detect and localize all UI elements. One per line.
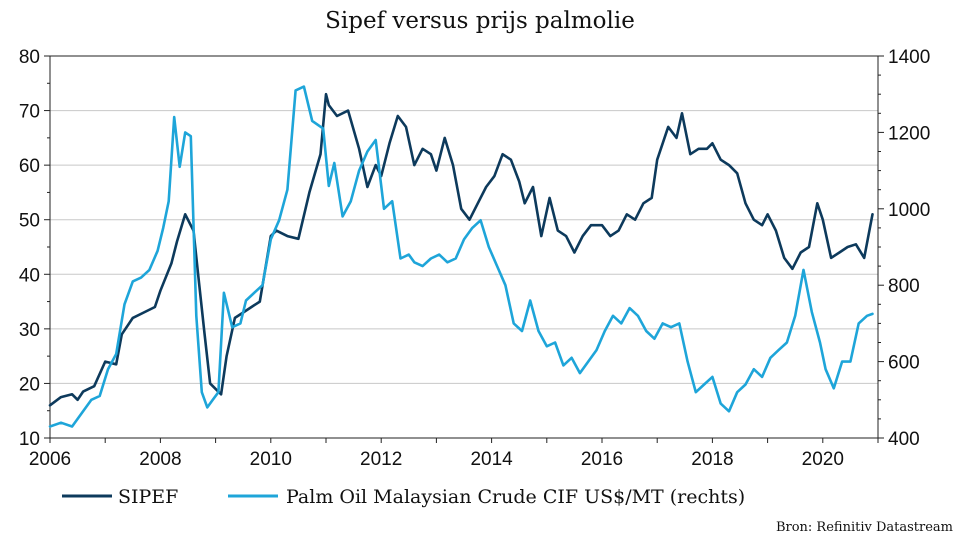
right-tick-label: 400 [888, 429, 920, 450]
x-axis-ticks: 2006 2008 2010 2012 2014 2016 2018 2020 [29, 438, 879, 470]
x-tick-label: 2010 [250, 449, 292, 470]
right-axis-ticks: 400 600 800 1000 1200 1400 [878, 47, 930, 450]
left-tick-label: 70 [19, 102, 40, 123]
left-tick-label: 40 [19, 265, 40, 286]
series-line-palm-oil [48, 85, 874, 428]
x-tick-label: 2018 [691, 449, 733, 470]
x-tick-label: 2016 [581, 449, 623, 470]
left-tick-label: 20 [19, 374, 40, 395]
series-layer [48, 85, 874, 428]
axes [49, 55, 879, 439]
legend-label-sipef: SIPEF [118, 486, 178, 508]
right-tick-label: 800 [888, 276, 920, 297]
x-tick-label: 2020 [802, 449, 844, 470]
source-note: Bron: Refinitiv Datastream [776, 520, 953, 535]
left-axis-ticks: 10 20 30 40 50 60 70 80 [19, 47, 50, 450]
x-tick-label: 2006 [29, 449, 71, 470]
right-tick-label: 600 [888, 353, 920, 374]
left-tick-label: 60 [19, 156, 40, 177]
right-tick-label: 1400 [888, 47, 930, 68]
chart-title: Sipef versus prijs palmolie [325, 8, 635, 34]
left-tick-label: 50 [19, 211, 40, 232]
left-tick-label: 30 [19, 320, 40, 341]
gridlines [50, 110, 878, 384]
plot-frame [49, 55, 879, 439]
series-line-sipef [48, 92, 874, 407]
left-tick-label: 10 [19, 429, 40, 450]
right-tick-label: 1000 [888, 200, 930, 221]
x-tick-label: 2014 [470, 449, 513, 470]
legend: SIPEF Palm Oil Malaysian Crude CIF US$/M… [62, 486, 745, 508]
legend-label-palm-oil: Palm Oil Malaysian Crude CIF US$/MT (rec… [286, 486, 745, 508]
left-tick-label: 80 [19, 47, 40, 68]
x-tick-label: 2008 [139, 449, 181, 470]
right-tick-label: 1200 [888, 123, 930, 144]
x-tick-label: 2012 [360, 449, 402, 470]
